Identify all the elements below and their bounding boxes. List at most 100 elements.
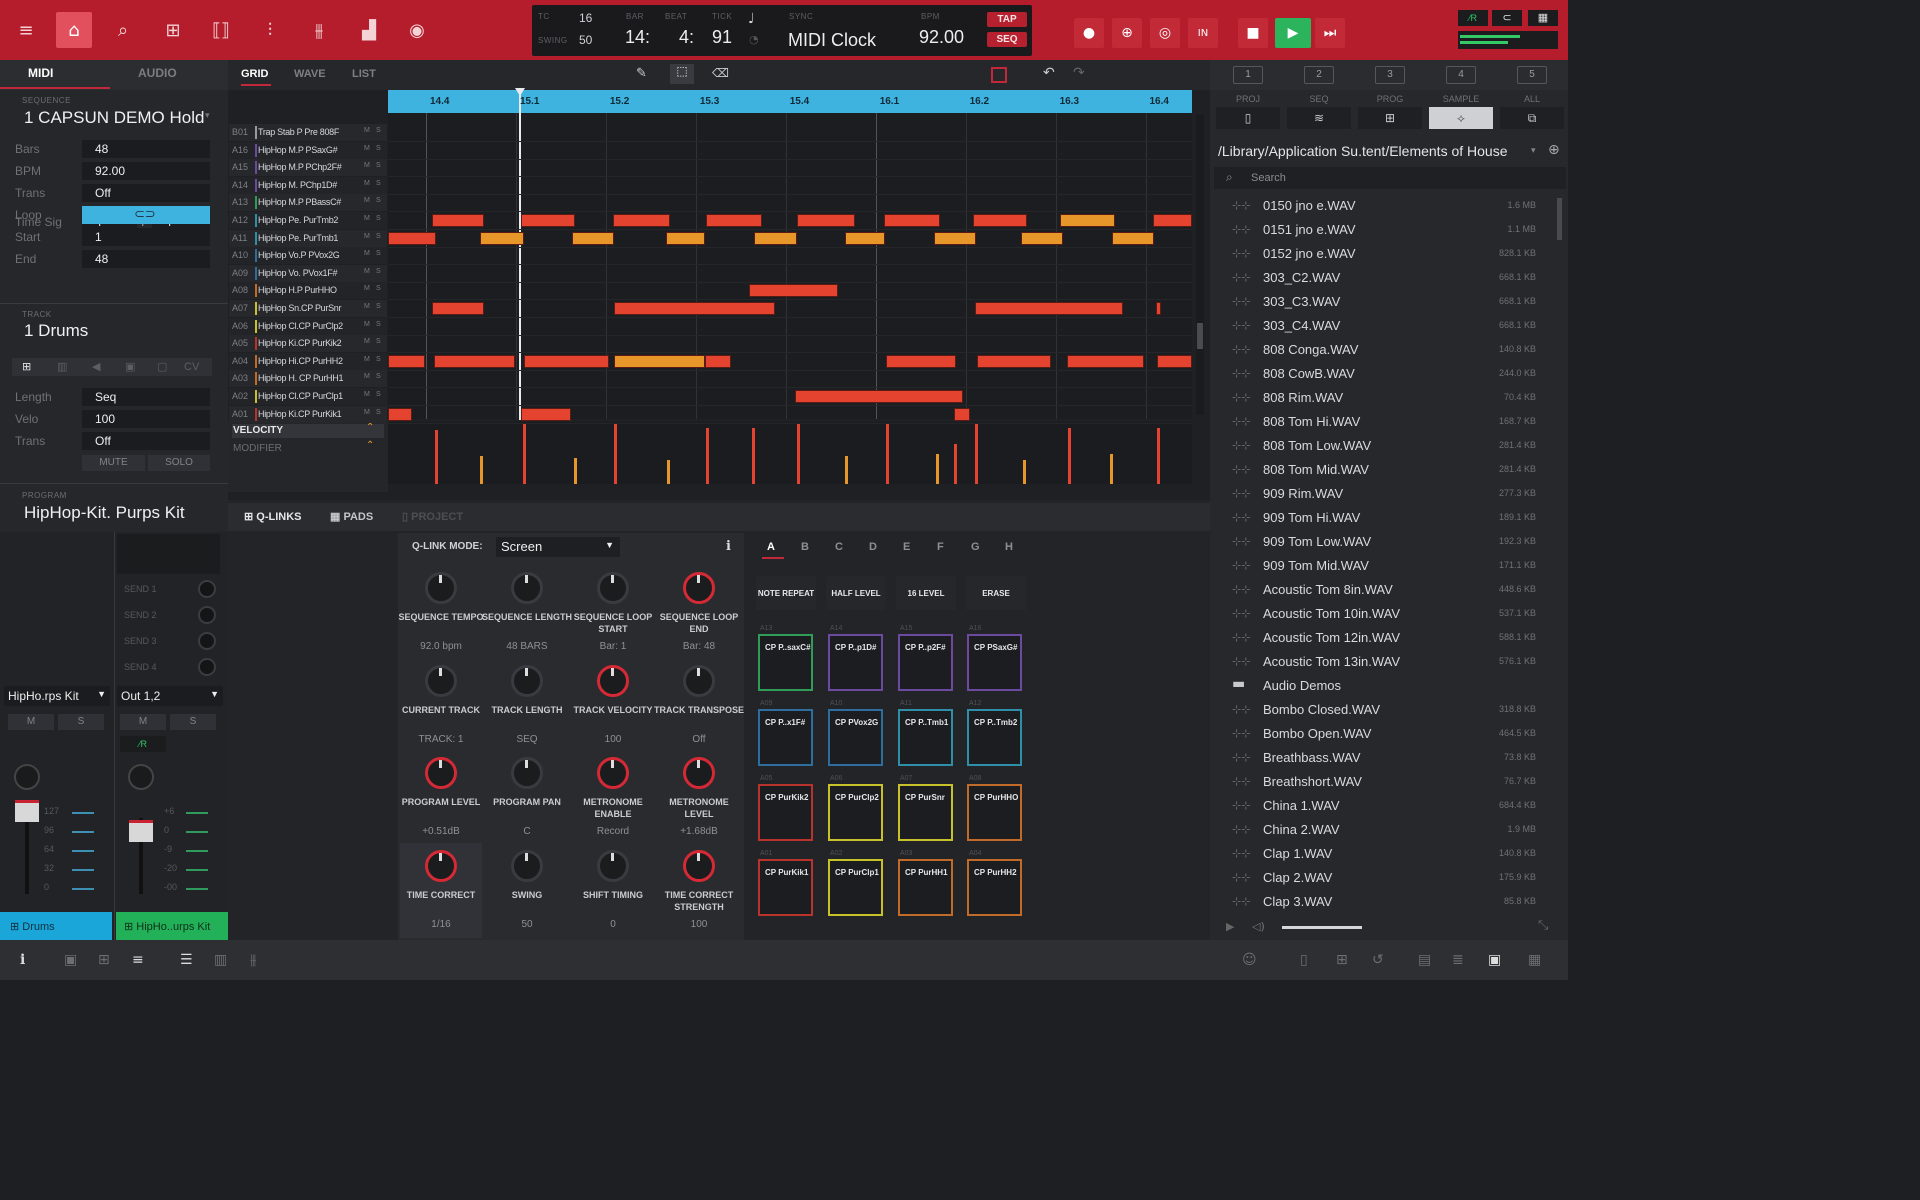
ruler-label[interactable]: 16.4 bbox=[1149, 96, 1169, 107]
auto-punch-button[interactable]: ◎ bbox=[1150, 18, 1180, 48]
note-grid[interactable] bbox=[388, 113, 1192, 419]
home-icon[interactable]: ⌂ bbox=[56, 12, 92, 48]
midi-note[interactable] bbox=[521, 214, 575, 227]
browser-scrollbar[interactable] bbox=[1557, 198, 1562, 240]
file-row[interactable]: ⊹⊹ 909 Rim.WAV 277.3 KB bbox=[1218, 483, 1558, 505]
solo-button[interactable]: SOLO bbox=[148, 455, 210, 471]
track-mute[interactable]: M bbox=[364, 285, 370, 293]
qlink-knob[interactable] bbox=[425, 572, 457, 604]
velocity-bar[interactable] bbox=[667, 460, 670, 484]
drum-pad[interactable]: CP PurHHO bbox=[967, 784, 1022, 841]
plugin-icon[interactable]: ◀ bbox=[92, 360, 101, 373]
pad-action-button[interactable]: HALF LEVEL bbox=[826, 576, 886, 610]
file-row[interactable]: ⊹⊹ Breathbass.WAV 73.8 KB bbox=[1218, 747, 1558, 769]
rows-icon[interactable]: ☰ bbox=[180, 952, 193, 968]
insert-slot[interactable] bbox=[117, 534, 220, 574]
file-row[interactable]: ⊹⊹ Clap 1.WAV 140.8 KB bbox=[1218, 843, 1558, 865]
track-solo[interactable]: S bbox=[376, 144, 381, 152]
filter-prog-icon[interactable]: ⊞ bbox=[1358, 107, 1422, 129]
send-knob[interactable] bbox=[198, 658, 216, 676]
play-button[interactable]: ▶ bbox=[1275, 18, 1311, 48]
drum-pad[interactable]: CP P..Tmb1 bbox=[898, 709, 953, 766]
drum-pad[interactable]: CP P..p1D# bbox=[828, 634, 883, 691]
file-row[interactable]: ⊹⊹ Bombo Closed.WAV 318.8 KB bbox=[1218, 699, 1558, 721]
midi-note[interactable] bbox=[480, 231, 524, 245]
clip-icon[interactable]: ▢ bbox=[157, 360, 168, 373]
track-row[interactable]: A10 HipHop Vo.P PVox2G M S bbox=[229, 247, 387, 265]
qlink-knob[interactable] bbox=[597, 757, 629, 789]
browser-tab-5[interactable]: 5 bbox=[1517, 66, 1547, 84]
midi-note[interactable] bbox=[1112, 231, 1154, 245]
search-input[interactable]: ⌕ Search bbox=[1214, 167, 1566, 189]
midi-note[interactable] bbox=[1153, 214, 1192, 227]
keygroup-icon[interactable]: ▥ bbox=[57, 360, 68, 373]
ruler-label[interactable]: 15.3 bbox=[699, 96, 720, 107]
swing-value[interactable]: 50 bbox=[579, 33, 593, 47]
velocity-bar[interactable] bbox=[574, 458, 577, 484]
velocity-bar[interactable] bbox=[752, 428, 755, 484]
track-mute[interactable]: M bbox=[364, 162, 370, 170]
cv-tab[interactable]: CV bbox=[184, 361, 200, 373]
qlink-knob[interactable] bbox=[425, 850, 457, 882]
pad-bank-a[interactable]: A bbox=[767, 541, 775, 553]
pad-action-button[interactable]: 16 LEVEL bbox=[896, 576, 956, 610]
midi-note[interactable] bbox=[977, 354, 1051, 368]
midi-note[interactable] bbox=[1156, 302, 1161, 315]
keyboard-icon[interactable]: ▦ bbox=[1528, 10, 1558, 26]
pad-bank-e[interactable]: E bbox=[903, 541, 911, 553]
tab-qlinks[interactable]: ⊞ Q-LINKS bbox=[244, 510, 302, 523]
ch2-solo-button[interactable]: S bbox=[170, 714, 216, 730]
file-row[interactable]: ⊹⊹ 303_C2.WAV 668.1 KB bbox=[1218, 267, 1558, 289]
ch1-solo-button[interactable]: S bbox=[58, 714, 104, 730]
file-row[interactable]: ⊹⊹ 909 Tom Hi.WAV 189.1 KB bbox=[1218, 507, 1558, 529]
velocity-bar[interactable] bbox=[706, 428, 709, 484]
browser-path[interactable]: /Library/Application Su.tent/Elements of… bbox=[1214, 140, 1566, 164]
sync-status-icon[interactable]: ⁄R bbox=[1458, 10, 1488, 26]
track-mute[interactable]: M bbox=[364, 355, 370, 363]
prop-value-start[interactable]: 1 bbox=[82, 228, 210, 246]
file-row[interactable]: ⊹⊹ 808 Tom Mid.WAV 281.4 KB bbox=[1218, 459, 1558, 481]
track-mute[interactable]: M bbox=[364, 127, 370, 134]
velocity-bar[interactable] bbox=[886, 424, 889, 484]
qlink-mode-select[interactable]: Screen ▼ bbox=[496, 537, 620, 557]
scrollbar-thumb[interactable] bbox=[1197, 323, 1203, 349]
velocity-curve-icon[interactable]: ⌃ bbox=[366, 422, 375, 433]
qlink-knob[interactable] bbox=[511, 850, 543, 882]
drum-pad[interactable]: CP P..p2F# bbox=[898, 634, 953, 691]
midi-note[interactable] bbox=[754, 231, 797, 245]
file-row[interactable]: ⊹⊹ Acoustic Tom 10in.WAV 537.1 KB bbox=[1218, 603, 1558, 625]
midi-note[interactable] bbox=[954, 407, 970, 421]
levels-icon[interactable]: ▟ bbox=[362, 19, 376, 41]
ruler-label[interactable]: 14.4 bbox=[430, 96, 450, 107]
velocity-lane-row[interactable] bbox=[232, 424, 384, 438]
track-mute[interactable]: M bbox=[364, 197, 370, 205]
midi-note[interactable] bbox=[1060, 214, 1115, 227]
record-region-icon[interactable] bbox=[991, 67, 1007, 83]
file-row[interactable]: ⊹⊹ 0150 jno e.WAV 1.6 MB bbox=[1218, 195, 1558, 217]
track-mute[interactable]: M bbox=[364, 320, 370, 328]
track-row[interactable]: A06 HipHop Cl.CP PurClp2 M S bbox=[229, 317, 387, 335]
grid-icon[interactable]: ⊞ bbox=[98, 952, 110, 968]
ch1-output-select[interactable]: HipHo.rps Kit ▼ bbox=[4, 686, 110, 706]
midi-note[interactable] bbox=[613, 214, 670, 227]
preview-volume-slider[interactable] bbox=[1282, 926, 1362, 929]
velocity-bar[interactable] bbox=[1110, 454, 1113, 484]
ch1-mute-button[interactable]: M bbox=[8, 714, 54, 730]
track-solo[interactable]: S bbox=[376, 232, 381, 240]
track-mute[interactable]: M bbox=[364, 391, 370, 398]
bar-value[interactable]: 14: bbox=[625, 27, 651, 47]
midi-note[interactable] bbox=[524, 354, 609, 368]
track-solo[interactable]: S bbox=[376, 197, 381, 205]
drum-pad[interactable]: CP PVox2G bbox=[828, 709, 883, 766]
file-row[interactable]: ⊹⊹ 0151 jno e.WAV 1.1 MB bbox=[1218, 219, 1558, 241]
midi-note[interactable] bbox=[934, 231, 976, 245]
velocity-bar[interactable] bbox=[1023, 460, 1026, 484]
grid-icon[interactable]: ⊞ bbox=[1336, 952, 1348, 968]
playhead[interactable] bbox=[519, 90, 521, 420]
qlink-knob[interactable] bbox=[511, 665, 543, 697]
midi-note[interactable] bbox=[614, 354, 705, 368]
midi-note[interactable] bbox=[845, 231, 885, 245]
redo-icon[interactable]: ↷ bbox=[1073, 65, 1085, 81]
track-row[interactable]: A07 HipHop Sn.CP PurSnr M S bbox=[229, 300, 387, 317]
ch2-sync-icon[interactable]: ⁄R bbox=[120, 736, 166, 752]
